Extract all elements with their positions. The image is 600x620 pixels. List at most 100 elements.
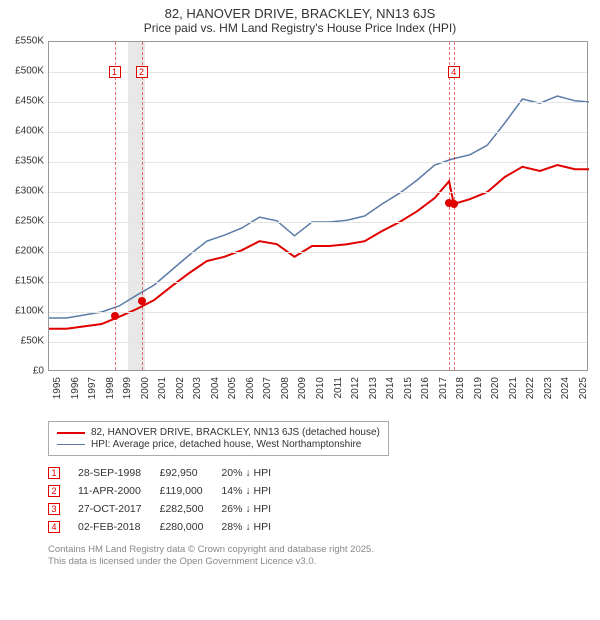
gridline	[49, 222, 587, 223]
gridline	[49, 162, 587, 163]
y-tick-label: £150K	[4, 276, 44, 287]
sale-num-cell: 1	[48, 464, 78, 482]
y-tick-label: £0	[4, 366, 44, 377]
x-tick-label: 2019	[473, 377, 484, 399]
sales-row: 2 11-APR-2000£119,00014% ↓ HPI	[48, 482, 289, 500]
footer-line-2: This data is licensed under the Open Gov…	[48, 556, 600, 568]
x-tick-label: 2016	[420, 377, 431, 399]
legend-row: HPI: Average price, detached house, West…	[57, 439, 380, 450]
sale-dot	[138, 297, 146, 305]
sale-num-box: 1	[48, 467, 60, 479]
sale-date: 27-OCT-2017	[78, 500, 160, 518]
gridline	[49, 192, 587, 193]
x-tick-label: 1999	[122, 377, 133, 399]
x-tick-label: 1998	[105, 377, 116, 399]
x-tick-label: 2006	[245, 377, 256, 399]
x-tick-label: 2000	[140, 377, 151, 399]
x-tick-label: 2002	[175, 377, 186, 399]
gridline	[49, 132, 587, 133]
gridline	[49, 282, 587, 283]
sale-price: £282,500	[160, 500, 222, 518]
gridline	[49, 252, 587, 253]
y-tick-label: £300K	[4, 186, 44, 197]
chart-title: 82, HANOVER DRIVE, BRACKLEY, NN13 6JS Pr…	[0, 0, 600, 37]
y-tick-label: £200K	[4, 246, 44, 257]
gridline	[49, 102, 587, 103]
sale-num-box: 2	[48, 485, 60, 497]
title-line-2: Price paid vs. HM Land Registry's House …	[0, 21, 600, 35]
x-tick-label: 2015	[403, 377, 414, 399]
legend-label: HPI: Average price, detached house, West…	[91, 439, 361, 450]
legend-swatch	[57, 444, 85, 445]
sale-date: 02-FEB-2018	[78, 518, 160, 536]
x-tick-label: 1997	[87, 377, 98, 399]
x-tick-label: 2014	[385, 377, 396, 399]
sale-num-cell: 4	[48, 518, 78, 536]
y-tick-label: £550K	[4, 36, 44, 47]
gridline	[49, 312, 587, 313]
sales-row: 4 02-FEB-2018£280,00028% ↓ HPI	[48, 518, 289, 536]
attribution-footer: Contains HM Land Registry data © Crown c…	[48, 544, 600, 568]
sale-delta: 20% ↓ HPI	[221, 464, 289, 482]
sale-delta: 14% ↓ HPI	[221, 482, 289, 500]
x-tick-label: 2008	[280, 377, 291, 399]
gridline	[49, 72, 587, 73]
x-tick-label: 2017	[438, 377, 449, 399]
sale-marker-box: 4	[448, 66, 460, 78]
x-tick-label: 2025	[578, 377, 589, 399]
legend-swatch	[57, 432, 85, 434]
legend-label: 82, HANOVER DRIVE, BRACKLEY, NN13 6JS (d…	[91, 427, 380, 438]
x-tick-label: 1996	[70, 377, 81, 399]
series-price_paid	[49, 165, 589, 329]
y-tick-label: £50K	[4, 336, 44, 347]
x-tick-label: 2018	[455, 377, 466, 399]
y-tick-label: £450K	[4, 96, 44, 107]
x-tick-label: 1995	[52, 377, 63, 399]
x-tick-label: 2020	[490, 377, 501, 399]
line-layer	[49, 42, 589, 372]
x-tick-label: 2013	[368, 377, 379, 399]
y-tick-label: £500K	[4, 66, 44, 77]
sale-date: 28-SEP-1998	[78, 464, 160, 482]
plot-region: 1 2 4	[48, 41, 588, 371]
x-tick-label: 2009	[297, 377, 308, 399]
x-tick-label: 2023	[543, 377, 554, 399]
x-tick-label: 2001	[157, 377, 168, 399]
x-tick-label: 2010	[315, 377, 326, 399]
sale-date: 11-APR-2000	[78, 482, 160, 500]
sale-num-cell: 3	[48, 500, 78, 518]
x-tick-label: 2007	[262, 377, 273, 399]
x-tick-label: 2021	[508, 377, 519, 399]
y-tick-label: £100K	[4, 306, 44, 317]
footer-line-1: Contains HM Land Registry data © Crown c…	[48, 544, 600, 556]
x-tick-label: 2005	[227, 377, 238, 399]
y-tick-label: £400K	[4, 126, 44, 137]
sale-delta: 26% ↓ HPI	[221, 500, 289, 518]
x-tick-label: 2024	[560, 377, 571, 399]
legend-row: 82, HANOVER DRIVE, BRACKLEY, NN13 6JS (d…	[57, 427, 380, 438]
sale-delta: 28% ↓ HPI	[221, 518, 289, 536]
series-hpi	[49, 96, 589, 318]
sales-table: 1 28-SEP-1998£92,95020% ↓ HPI 2 11-APR-2000…	[48, 464, 289, 536]
sale-num-cell: 2	[48, 482, 78, 500]
sale-num-box: 3	[48, 503, 60, 515]
x-tick-label: 2004	[210, 377, 221, 399]
x-tick-label: 2011	[333, 377, 344, 399]
sale-num-box: 4	[48, 521, 60, 533]
legend: 82, HANOVER DRIVE, BRACKLEY, NN13 6JS (d…	[48, 421, 389, 456]
sale-dot	[450, 200, 458, 208]
sale-vline	[142, 42, 143, 370]
y-tick-label: £350K	[4, 156, 44, 167]
sale-dot	[111, 312, 119, 320]
sale-price: £119,000	[160, 482, 222, 500]
y-tick-label: £250K	[4, 216, 44, 227]
x-tick-label: 2022	[525, 377, 536, 399]
sale-price: £280,000	[160, 518, 222, 536]
sales-row: 1 28-SEP-1998£92,95020% ↓ HPI	[48, 464, 289, 482]
sales-row: 3 27-OCT-2017£282,50026% ↓ HPI	[48, 500, 289, 518]
gridline	[49, 342, 587, 343]
sale-marker-box: 2	[136, 66, 148, 78]
sale-marker-box: 1	[109, 66, 121, 78]
sale-price: £92,950	[160, 464, 222, 482]
sale-vline	[115, 42, 116, 370]
